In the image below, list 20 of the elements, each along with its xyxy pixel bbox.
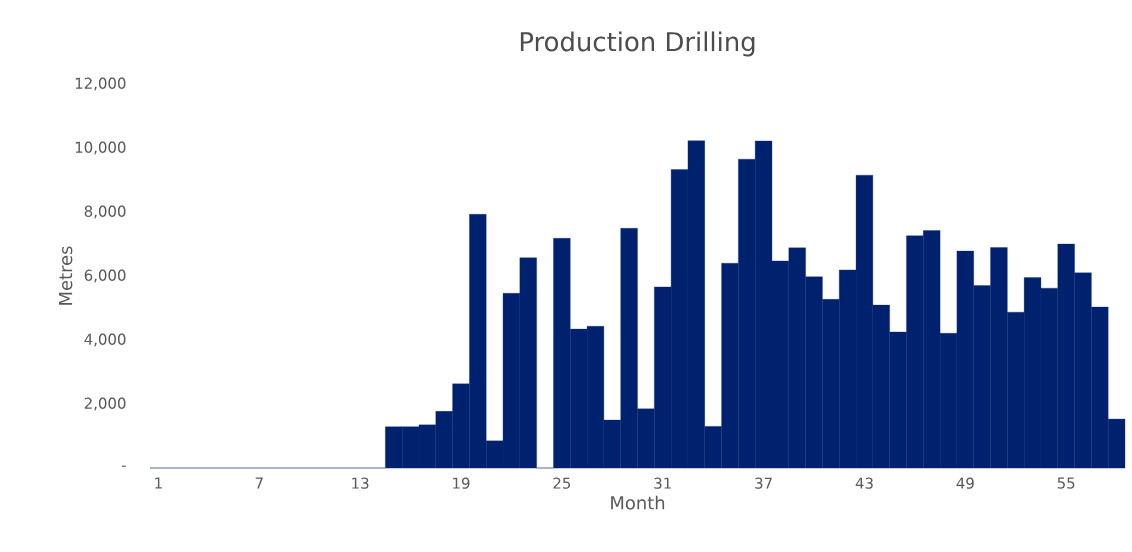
y-tick-label: 8,000 — [84, 205, 126, 219]
y-tick-label: 12,000 — [75, 77, 126, 91]
y-tick-label: - — [121, 465, 126, 467]
y-tick-label: 10,000 — [75, 141, 126, 155]
x-tick-label: 1 — [155, 477, 162, 489]
chart-title: Production Drilling — [520, 31, 755, 57]
y-tick-label: 2,000 — [84, 397, 126, 411]
x-tick-label: 37 — [755, 477, 772, 489]
y-axis-title: Metres — [59, 246, 73, 305]
x-tick-label: 43 — [855, 477, 873, 489]
x-tick-label: 25 — [553, 477, 571, 489]
x-tick-label: 55 — [1057, 477, 1075, 489]
y-tick-label: 4,000 — [84, 333, 126, 347]
y-tick-label: 6,000 — [84, 269, 126, 283]
x-tick-label: 7 — [255, 477, 263, 489]
x-tick-label: 49 — [956, 477, 974, 489]
x-tick-label: 19 — [453, 477, 470, 489]
x-tick-label: 31 — [654, 477, 671, 489]
x-axis-title: Month — [611, 495, 665, 510]
x-tick-label: 13 — [352, 477, 369, 489]
